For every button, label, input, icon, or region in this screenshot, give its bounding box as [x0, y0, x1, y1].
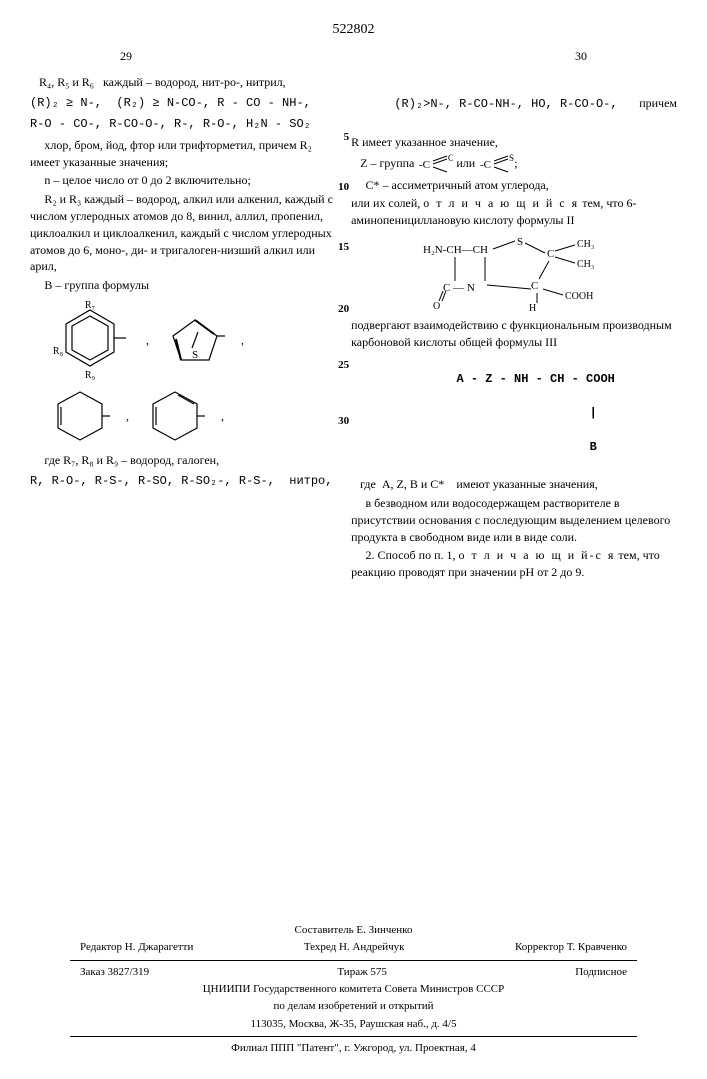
para-r789: где R₇, R₈ и R₉ – водород, галоген, [30, 452, 335, 469]
benzene-icon: R₇ R₈ R₉ [50, 300, 130, 380]
para-interaction: подвергают взаимодействию с функциональн… [351, 317, 677, 351]
ln-30: 30 [338, 414, 349, 429]
svg-text:R₇: R₇ [85, 300, 95, 311]
footer-filial: Филиал ППП "Патент", г. Ужгород, ул. Про… [30, 1041, 677, 1056]
svg-text:S: S [509, 153, 514, 163]
footer-org2: по делам изобретений и открытий [30, 999, 677, 1014]
svg-text:CH₃: CH₃ [577, 259, 594, 270]
ln-10: 10 [338, 180, 349, 195]
formula-r1: (R)₂>N-, R-CO-NH-, HO, R-CO-O-, причем [351, 78, 677, 129]
para-n: n – целое число от 0 до 2 включительно; [30, 172, 335, 189]
patent-number: 522802 [30, 20, 677, 40]
para-r456: R₄, R₅ и R₆ каждый – водород, нит-ро-, н… [30, 74, 335, 91]
para-r-meaning: R имеет указанное значение, [351, 134, 677, 151]
footer-addr: 113035, Москва, Ж-35, Раушская наб., д. … [30, 1017, 677, 1032]
para-r2r3: R₂ и R₃ каждый – водород, алкил или алке… [30, 191, 335, 275]
svg-text:O: O [448, 153, 453, 163]
svg-text:S: S [192, 349, 198, 361]
footer-techred: Техред Н. Андрейчук [304, 940, 405, 955]
formula-3: R, R-O-, R-S-, R-SO, R-SO₂-, R-S-, нитро… [30, 473, 335, 490]
formula-III: A - Z - NH - CH - COOH | B [351, 355, 677, 473]
footer-rule-1 [70, 960, 637, 961]
para-where: где A, Z, B и C* имеют указанные значени… [351, 476, 677, 493]
formula-2: R-O - CO-, R-CO-O-, R-, R-O-, H₂N - SO₂ [30, 116, 335, 133]
ln-5: 5 [344, 130, 350, 145]
svg-text:H₂N-CH—CH: H₂N-CH—CH [423, 244, 488, 256]
footer-org1: ЦНИИПИ Государственного комитета Совета … [30, 982, 677, 997]
svg-text:C: C [547, 248, 554, 260]
structure-row-2: , , [50, 386, 335, 446]
column-left: R₄, R₅ и R₆ каждый – водород, нит-ро-, н… [30, 74, 335, 583]
svg-text:O: O [433, 301, 440, 312]
footer-corrector: Корректор Т. Кравченко [515, 940, 627, 955]
thiophene-icon: S [165, 312, 225, 367]
svg-text:C: C [531, 280, 538, 292]
c-double-s-icon: -C S [478, 153, 514, 175]
cyclohexene-icon [50, 386, 110, 446]
footer: Составитель Е. Зинченко Редактор Н. Джар… [30, 923, 677, 1057]
svg-text:C — N: C — N [443, 282, 475, 294]
cyclohexadiene-icon [145, 386, 205, 446]
structure-row-1: R₇ R₈ R₉ , S , [50, 300, 335, 380]
svg-text:S: S [517, 236, 523, 248]
para-z-group: Z – группа -C O или -C S ; [351, 153, 677, 175]
footer-order: Заказ 3827/319 [80, 965, 149, 980]
column-right: 5 10 15 20 25 30 (R)₂>N-, R-CO-NH-, HO, … [351, 74, 677, 583]
page-right: 30 [575, 48, 587, 65]
c-double-o-icon: -C O [417, 153, 453, 175]
para-cstar: C* – ассиметричный атом углерода, [351, 177, 677, 194]
para-solvent: в безводном или водосодержащем растворит… [351, 495, 677, 545]
para-halogens: хлор, бром, йод, фтор или трифторметил, … [30, 137, 335, 171]
page-numbers: 29 30 [120, 48, 587, 65]
footer-editor: Редактор Н. Джарагетти [80, 940, 193, 955]
footer-composer: Составитель Е. Зинченко [30, 923, 677, 938]
footer-credits: Редактор Н. Джарагетти Техред Н. Андрейч… [80, 940, 627, 955]
ln-25: 25 [338, 358, 349, 373]
svg-text:R₉: R₉ [85, 370, 96, 380]
svg-text:CH₃: CH₃ [577, 239, 594, 250]
footer-podpis: Подписное [575, 965, 627, 980]
para-salts: или их солей, о т л и ч а ю щ и й с я те… [351, 195, 677, 229]
page-left: 29 [120, 48, 132, 65]
svg-text:R₈: R₈ [53, 346, 64, 357]
svg-text:H: H [529, 303, 536, 313]
comma-2: , [241, 332, 244, 349]
comma-1: , [146, 332, 149, 349]
penicillin-structure-icon: H₂N-CH—CH C — N O S C CH₃ CH₃ C H COOH [419, 233, 609, 313]
footer-tirazh: Тираж 575 [337, 965, 387, 980]
footer-order-row: Заказ 3827/319 Тираж 575 Подписное [80, 965, 627, 980]
para-claim2: 2. Способ по п. 1, о т л и ч а ю щ и й-с… [351, 547, 677, 581]
para-b-group: B – группа формулы [30, 277, 335, 294]
comma-4: , [221, 408, 224, 425]
two-column-layout: R₄, R₅ и R₆ каждый – водород, нит-ро-, н… [30, 74, 677, 583]
footer-rule-2 [70, 1036, 637, 1037]
comma-3: , [126, 408, 129, 425]
svg-text:-C: -C [419, 159, 430, 171]
formula-1: (R)₂ ≥ N-, (R₂) ≥ N-CO-, R - CO - NH-, [30, 95, 335, 112]
ln-15: 15 [338, 240, 349, 255]
ln-20: 20 [338, 302, 349, 317]
svg-text:COOH: COOH [565, 291, 593, 302]
svg-text:-C: -C [480, 159, 491, 171]
